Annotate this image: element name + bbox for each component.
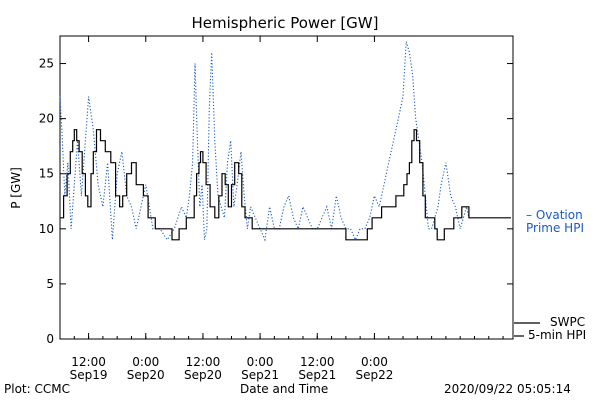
x-tick-time: 12:00 [71,355,106,369]
x-tick-time: 12:00 [186,355,221,369]
x-tick-date: Sep21 [241,368,279,382]
legend-ovation-line2: Prime HPI [526,221,584,235]
swpc-series-line [60,129,511,241]
chart-title: Hemispheric Power [GW] [192,14,379,32]
legend-swpc-line1: SWPC [550,315,585,329]
series-layer [59,41,511,242]
x-tick-time: 0:00 [132,355,159,369]
y-tick-label: 10 [39,222,54,236]
x-tick-date: Sep21 [298,368,336,382]
x-tick-time: 12:00 [300,355,335,369]
plot-frame [59,35,514,340]
y-axis-label: P [GW] [9,167,23,209]
x-tick-time: 0:00 [361,355,388,369]
y-tick-label: 20 [39,112,54,126]
y-axis-ticks: 0 5 10 15 20 25 [39,57,513,346]
plot-timestamp: 2020/09/22 05:05:14 [444,382,571,396]
plot-credit: Plot: CCMC [4,382,70,396]
y-tick-label: 0 [46,332,54,346]
x-axis-label: Date and Time [240,382,329,396]
legend-ovation-line1: – Ovation [526,208,583,222]
ovation-series-line [59,41,470,242]
y-tick-label: 25 [39,57,54,71]
x-tick-date: Sep20 [184,368,222,382]
x-axis-ticks: 12:00Sep190:00Sep2012:00Sep200:00Sep2112… [59,36,504,382]
x-tick-date: Sep22 [355,368,393,382]
x-tick-date: Sep19 [70,368,108,382]
x-tick-time: 0:00 [247,355,274,369]
y-tick-label: 15 [39,167,54,181]
y-tick-label: 5 [46,277,54,291]
legend-swpc-line2: 5-min HPI [528,328,586,342]
x-tick-date: Sep20 [127,368,165,382]
